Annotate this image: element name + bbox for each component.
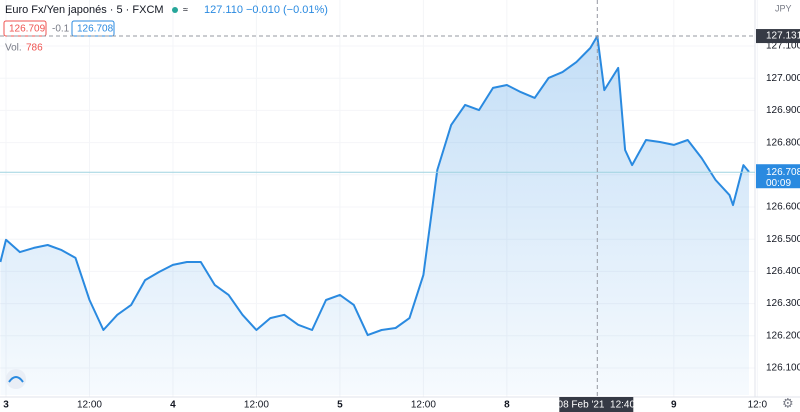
- x-tick-label: 3: [3, 400, 9, 411]
- crosshair-price-label: 127.131: [766, 31, 800, 42]
- plot-area: [0, 0, 758, 397]
- symbol-title: Euro Fx/Yen japonés · 5 · FXCM: [5, 4, 164, 16]
- last-price: 127.110: [204, 4, 243, 16]
- spread: -0.1: [52, 24, 70, 35]
- x-tick-label: 5: [337, 400, 343, 411]
- bid-price: 126.709: [9, 24, 46, 35]
- y-tick-label: 127.100: [766, 41, 800, 52]
- status-icon: ≈: [183, 4, 188, 14]
- x-tick-label: 12:00: [77, 400, 102, 411]
- volume-value: 786: [26, 43, 43, 54]
- crosshair-time-box: [559, 397, 634, 412]
- y-tick-label: 126.800: [766, 137, 800, 148]
- crosshair-time-label: 08 Feb '21 12:40: [558, 400, 636, 411]
- y-tick-label: 126.100: [766, 363, 800, 374]
- y-tick-label: 126.200: [766, 330, 800, 341]
- price-change: −0.010 (−0.01%): [246, 4, 328, 16]
- y-tick-label: 126.300: [766, 298, 800, 309]
- x-tick-label: 8: [504, 400, 510, 411]
- crosshair-price-box: [756, 29, 800, 44]
- y-tick-label: 126.600: [766, 202, 800, 213]
- ask-price: 126.708: [77, 24, 114, 35]
- last-price-box: [756, 164, 800, 189]
- volume-label: Vol.: [5, 43, 22, 54]
- area-fill: [0, 36, 749, 395]
- y-tick-label: 126.900: [766, 105, 800, 116]
- x-tick-label: 12:00: [411, 400, 436, 411]
- logo-icon: [8, 376, 24, 383]
- currency: JPY: [775, 3, 792, 13]
- x-tick-label: 4: [170, 400, 176, 411]
- x-tick-label: 9: [671, 400, 677, 411]
- x-tick-label: 12:0: [748, 400, 768, 411]
- logo: [6, 369, 26, 389]
- x-tick-label: 12:00: [244, 400, 269, 411]
- y-tick-label: 126.400: [766, 266, 800, 277]
- countdown: 00:09: [766, 178, 791, 189]
- y-tick-label: 126.500: [766, 234, 800, 245]
- status-dot: [172, 7, 178, 13]
- price-line: [0, 35, 750, 337]
- settings-icon[interactable]: ⚙: [782, 395, 794, 410]
- y-tick-label: 127.000: [766, 73, 800, 84]
- last-price-label: 126.708: [766, 167, 800, 178]
